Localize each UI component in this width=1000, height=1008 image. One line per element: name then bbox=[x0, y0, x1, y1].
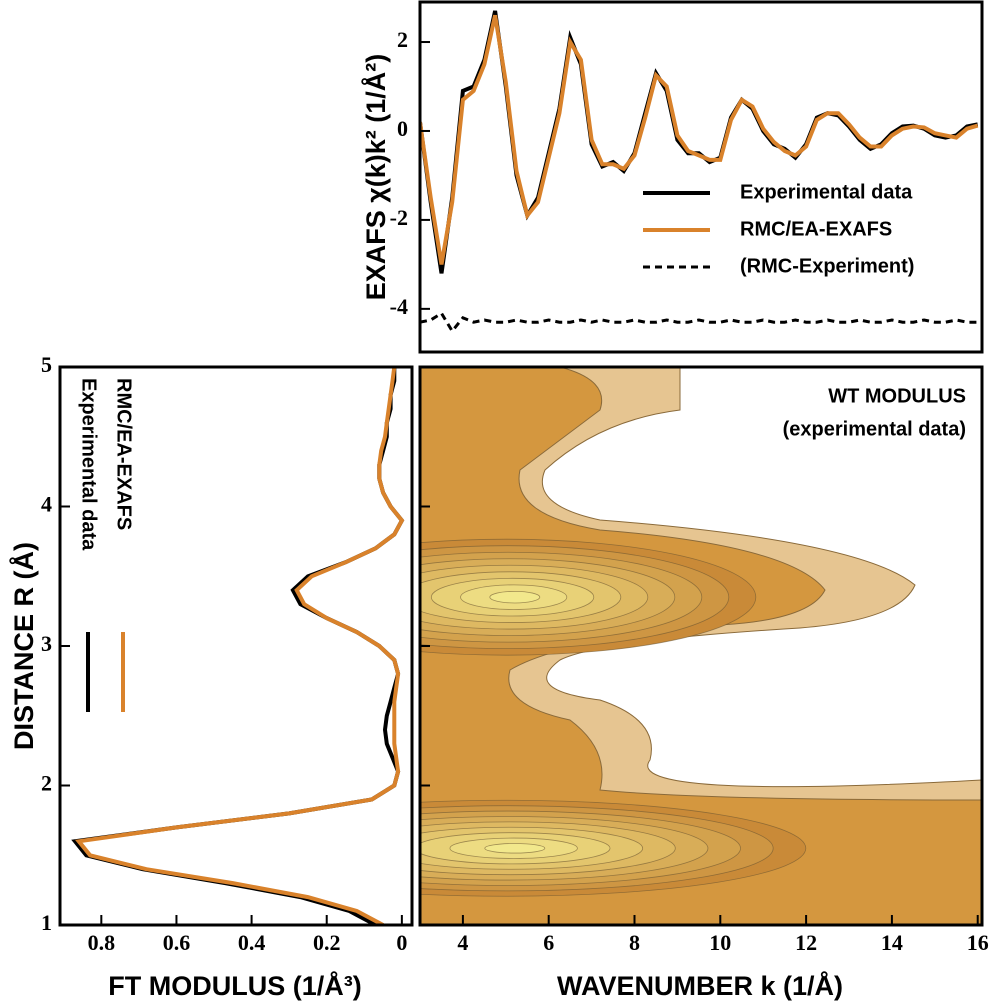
legend-label: (RMC-Experiment) bbox=[740, 255, 914, 277]
x-tick-label: 0.4 bbox=[238, 930, 266, 955]
legend-label: Experimental data bbox=[78, 378, 100, 551]
y-tick-label: 5 bbox=[41, 352, 52, 377]
x-tick-label: 4 bbox=[457, 930, 468, 955]
wt-subtitle: (experimental data) bbox=[783, 418, 966, 440]
x-tick-label: 16 bbox=[967, 930, 989, 955]
left-x-label: FT MODULUS (1/Å³) bbox=[108, 970, 361, 1001]
x-tick-label: 12 bbox=[795, 930, 817, 955]
y-tick-label: -2 bbox=[390, 205, 408, 230]
x-tick-label: 10 bbox=[709, 930, 731, 955]
legend-label: RMC/EA-EXAFS bbox=[113, 378, 135, 530]
x-tick-label: 0.8 bbox=[88, 930, 116, 955]
contour-level bbox=[489, 590, 541, 604]
top-lines bbox=[420, 10, 979, 334]
wt-x-label: WAVENUMBER k (1/Å) bbox=[557, 970, 843, 1001]
x-tick-label: 8 bbox=[629, 930, 640, 955]
legend-label: RMC/EA-EXAFS bbox=[740, 218, 892, 240]
y-tick-label: 2 bbox=[397, 27, 408, 52]
x-tick-label: 0.2 bbox=[313, 930, 341, 955]
left-lines bbox=[71, 367, 405, 925]
contour-level bbox=[484, 843, 546, 854]
wt-background bbox=[420, 367, 982, 925]
y-tick-label: 0 bbox=[397, 116, 408, 141]
y-tick-label: 4 bbox=[41, 492, 52, 517]
series-line bbox=[75, 367, 405, 925]
x-tick-label: 0.6 bbox=[163, 930, 191, 955]
series-line bbox=[420, 14, 979, 265]
series-line bbox=[420, 10, 979, 274]
top-frame bbox=[418, 0, 984, 354]
y-tick-label: 1 bbox=[41, 910, 52, 935]
series-line bbox=[420, 311, 978, 334]
y-tick-label: 3 bbox=[41, 631, 52, 656]
y-tick-label: -4 bbox=[390, 294, 408, 319]
x-tick-label: 14 bbox=[881, 930, 903, 955]
wt-title: WT MODULUS bbox=[828, 385, 966, 407]
top-y-label: EXAFS χ(k)k² (1/Å²) bbox=[360, 54, 391, 301]
y-tick-label: 2 bbox=[41, 771, 52, 796]
left-y-label: DISTANCE R (Å) bbox=[8, 542, 39, 750]
wt-peaks bbox=[420, 538, 807, 897]
legend-label: Experimental data bbox=[740, 181, 913, 203]
x-tick-label: 0 bbox=[396, 930, 407, 955]
x-tick-label: 6 bbox=[543, 930, 554, 955]
wt-mid-region bbox=[420, 367, 982, 925]
